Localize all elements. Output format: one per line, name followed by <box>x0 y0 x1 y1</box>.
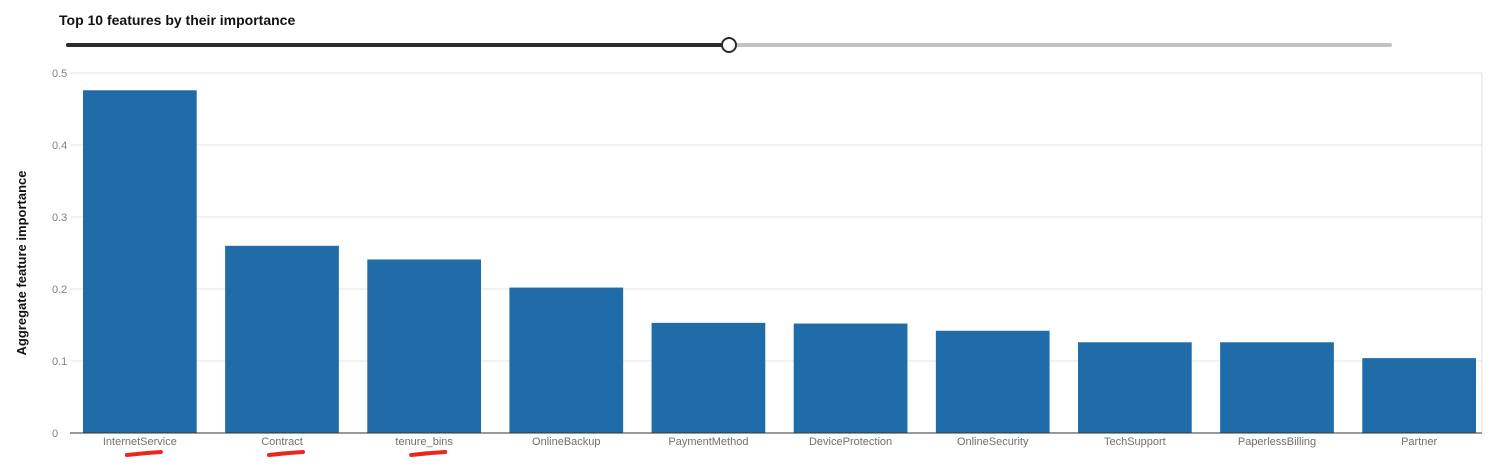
chart-header-title: Top 10 features by their importance <box>59 12 296 28</box>
bar-OnlineBackup[interactable] <box>509 287 624 433</box>
bar-DeviceProtection[interactable] <box>793 323 908 433</box>
x-tick-label: InternetService <box>103 436 177 448</box>
y-tick-label: 0.4 <box>52 140 67 152</box>
x-tick-label: OnlineSecurity <box>957 436 1029 448</box>
top-n-slider[interactable] <box>66 34 1392 56</box>
bar-TechSupport[interactable] <box>1078 342 1192 433</box>
y-tick-label: 0.2 <box>52 284 67 296</box>
y-tick-label: 0.1 <box>52 356 67 368</box>
x-tick-label: OnlineBackup <box>532 436 601 448</box>
x-tick-label: Contract <box>261 436 303 448</box>
bar-PaymentMethod[interactable] <box>651 322 766 433</box>
slider-thumb[interactable] <box>721 37 737 53</box>
y-tick-label: 0.5 <box>52 68 67 80</box>
bar-Partner[interactable] <box>1362 358 1476 433</box>
slider-track-fill <box>66 43 729 47</box>
bar-InternetService[interactable] <box>83 90 197 433</box>
x-tick-label: Partner <box>1401 436 1437 448</box>
bar-OnlineSecurity[interactable] <box>935 330 1050 433</box>
bar-Contract[interactable] <box>225 245 339 433</box>
y-tick-label: 0 <box>52 428 58 440</box>
x-tick-label: PaperlessBilling <box>1238 436 1316 448</box>
bar-tenure_bins[interactable] <box>367 259 481 433</box>
x-tick-label: DeviceProtection <box>809 436 892 448</box>
bar-PaperlessBilling[interactable] <box>1220 342 1334 433</box>
y-axis-label: Aggregate feature importance <box>14 171 29 356</box>
red-underline-annotation <box>267 450 305 457</box>
x-tick-label: TechSupport <box>1104 436 1166 448</box>
red-underline-annotation <box>409 450 448 457</box>
red-underline-annotation <box>124 450 163 457</box>
x-tick-label: PaymentMethod <box>668 436 748 448</box>
y-tick-label: 0.3 <box>52 212 67 224</box>
x-tick-label: tenure_bins <box>395 436 453 448</box>
